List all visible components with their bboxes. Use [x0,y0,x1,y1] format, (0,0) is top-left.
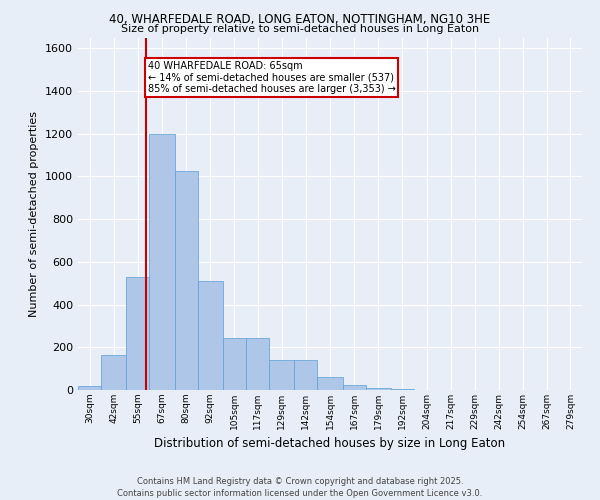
Text: Contains HM Land Registry data © Crown copyright and database right 2025.
Contai: Contains HM Land Registry data © Crown c… [118,476,482,498]
Bar [343,384,366,390]
Bar [366,388,391,390]
Bar [294,360,317,390]
Y-axis label: Number of semi-detached properties: Number of semi-detached properties [29,111,40,317]
Bar [78,386,101,390]
Bar [246,338,269,390]
Bar [391,389,414,390]
Bar [269,360,294,390]
Text: 40, WHARFEDALE ROAD, LONG EATON, NOTTINGHAM, NG10 3HE: 40, WHARFEDALE ROAD, LONG EATON, NOTTING… [109,12,491,26]
X-axis label: Distribution of semi-detached houses by size in Long Eaton: Distribution of semi-detached houses by … [154,438,506,450]
Bar [126,277,149,390]
Bar [101,355,126,390]
Bar [149,134,175,390]
Bar [223,338,246,390]
Bar [317,377,343,390]
Bar [198,281,223,390]
Bar [175,171,198,390]
Text: 40 WHARFEDALE ROAD: 65sqm
← 14% of semi-detached houses are smaller (537)
85% of: 40 WHARFEDALE ROAD: 65sqm ← 14% of semi-… [148,61,395,94]
Text: Size of property relative to semi-detached houses in Long Eaton: Size of property relative to semi-detach… [121,24,479,34]
